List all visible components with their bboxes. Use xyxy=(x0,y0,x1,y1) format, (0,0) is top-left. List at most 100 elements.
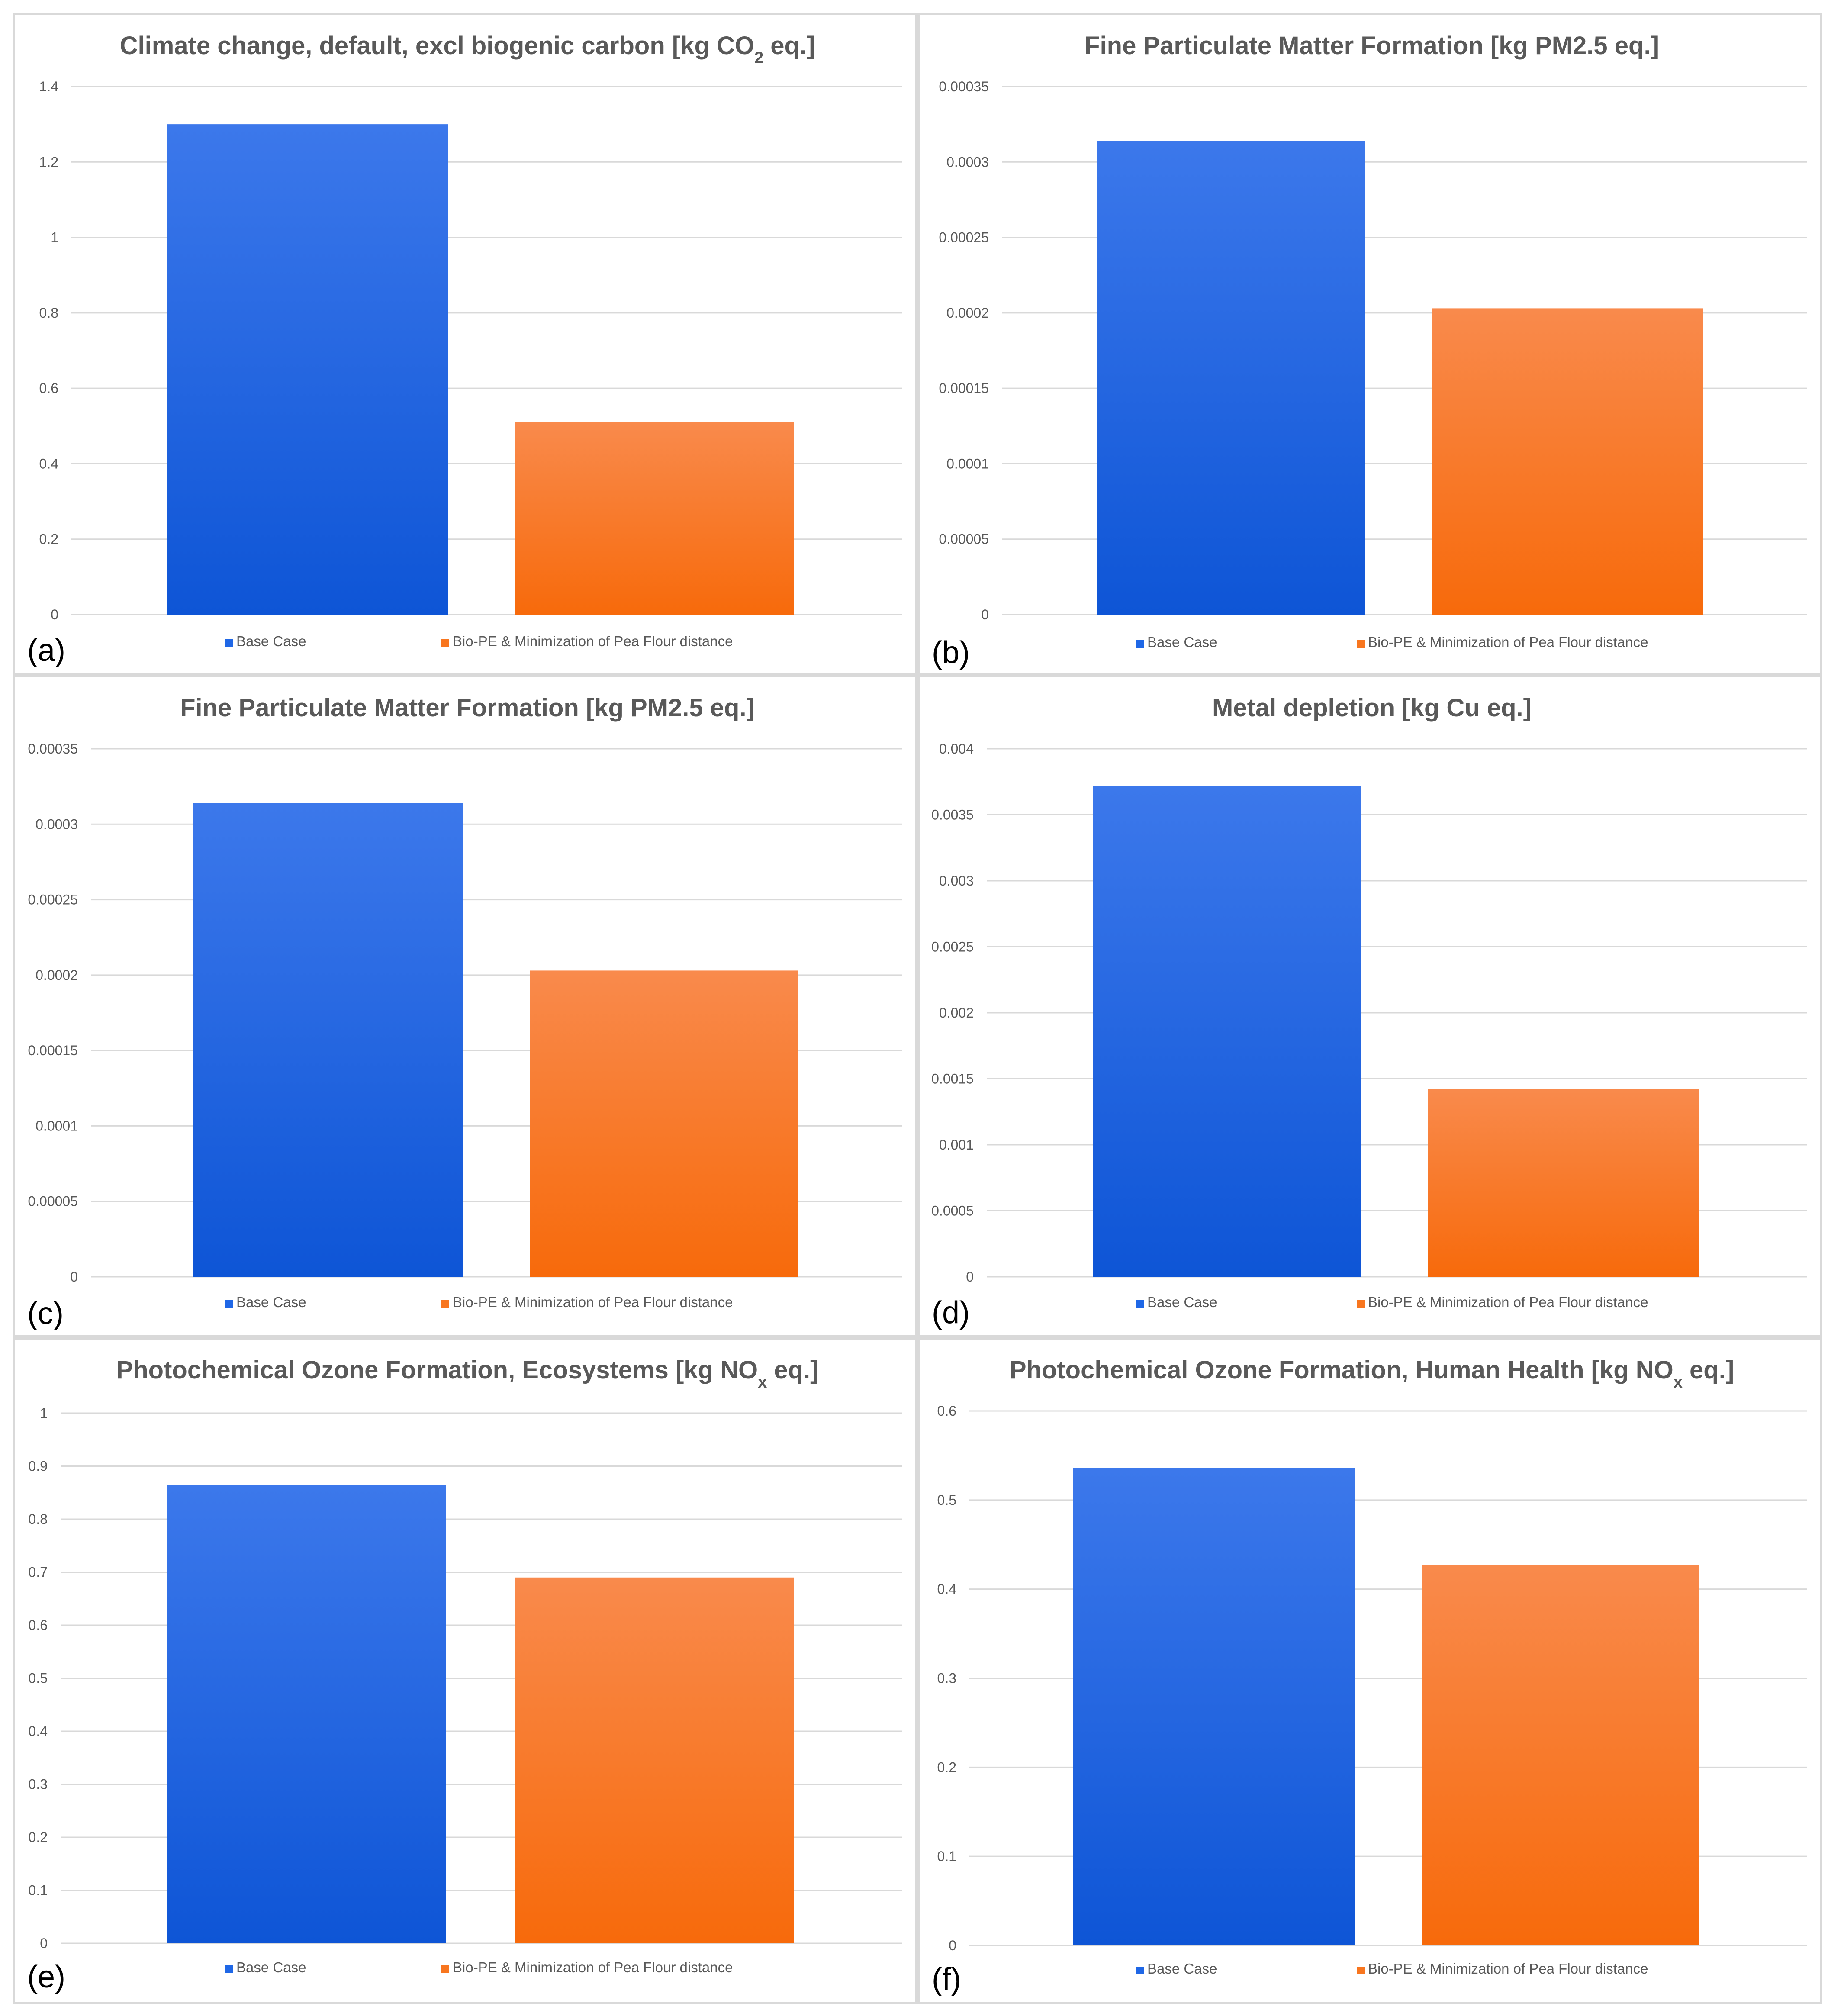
bar-bio-pe xyxy=(1422,1565,1699,1945)
chart-title: Metal depletion [kg Cu eq.] xyxy=(1212,694,1532,722)
bar-base-case xyxy=(1097,141,1365,615)
legend-swatch-bio-pe xyxy=(1357,1300,1365,1308)
chart-title: Photochemical Ozone Formation, Human Hea… xyxy=(1010,1356,1734,1391)
legend-label: Bio-PE & Minimization of Pea Flour dista… xyxy=(1368,1961,1648,1977)
panel-label: (c) xyxy=(27,1296,64,1331)
y-tick-label: 0.2 xyxy=(39,531,58,547)
chart-svg: Fine Particulate Matter Formation [kg PM… xyxy=(932,32,1807,670)
y-tick-label: 0.002 xyxy=(939,1005,974,1021)
y-tick-label: 0.0005 xyxy=(931,1203,974,1219)
y-tick-label: 0.004 xyxy=(939,741,974,757)
bar-base-case xyxy=(1093,786,1361,1277)
chart-svg: Photochemical Ozone Formation, Human Hea… xyxy=(932,1356,1807,1997)
chart-panel-c: Fine Particulate Matter Formation [kg PM… xyxy=(13,675,917,1337)
chart-panel-e: Photochemical Ozone Formation, Ecosystem… xyxy=(13,1337,917,2004)
bar-bio-pe xyxy=(515,1577,794,1943)
y-tick-label: 0.00015 xyxy=(28,1043,78,1058)
legend-swatch-base xyxy=(1136,1300,1144,1308)
y-tick-label: 0.003 xyxy=(939,873,974,889)
y-tick-label: 1 xyxy=(40,1405,48,1421)
chart-panel-b: Fine Particulate Matter Formation [kg PM… xyxy=(917,13,1822,675)
y-tick-label: 0.5 xyxy=(937,1492,956,1508)
bar-bio-pe xyxy=(1432,308,1703,615)
bar-base-case xyxy=(167,124,448,615)
y-tick-label: 0.6 xyxy=(937,1403,956,1419)
y-tick-label: 0.2 xyxy=(937,1759,956,1775)
y-tick-label: 0.0002 xyxy=(35,967,78,983)
bar-base-case xyxy=(193,803,463,1277)
legend-swatch-bio-pe xyxy=(441,1300,449,1308)
legend-label: Base Case xyxy=(236,633,306,649)
y-tick-label: 0.00015 xyxy=(939,380,989,396)
y-tick-label: 0 xyxy=(949,1938,956,1953)
chart-title: Climate change, default, excl biogenic c… xyxy=(120,32,815,67)
y-tick-label: 0.3 xyxy=(937,1671,956,1686)
legend-label: Bio-PE & Minimization of Pea Flour dista… xyxy=(1368,1294,1648,1310)
y-tick-label: 0.00035 xyxy=(939,79,989,94)
y-tick-label: 0.0003 xyxy=(946,154,989,170)
y-tick-label: 0.6 xyxy=(39,380,58,396)
y-tick-label: 0.2 xyxy=(29,1829,48,1845)
y-tick-label: 0.001 xyxy=(939,1137,974,1153)
panel-label: (b) xyxy=(932,635,970,670)
y-tick-label: 0.0035 xyxy=(931,807,974,823)
y-tick-label: 0.00035 xyxy=(28,741,78,757)
bar-base-case xyxy=(1073,1468,1355,1945)
bar-bio-pe xyxy=(515,422,794,615)
y-tick-label: 0.00025 xyxy=(939,230,989,245)
legend-swatch-base xyxy=(225,1300,233,1308)
chart-svg: Climate change, default, excl biogenic c… xyxy=(27,32,902,668)
y-tick-label: 0.5 xyxy=(29,1671,48,1686)
y-tick-label: 0.0025 xyxy=(931,939,974,955)
y-tick-label: 0.00005 xyxy=(939,531,989,547)
y-tick-label: 0 xyxy=(70,1269,78,1285)
legend-swatch-base xyxy=(225,639,233,647)
legend-swatch-bio-pe xyxy=(441,639,449,647)
y-tick-label: 0.8 xyxy=(39,305,58,321)
y-tick-label: 1 xyxy=(51,230,58,245)
y-tick-label: 0.0001 xyxy=(946,456,989,471)
chart-panel-d: Metal depletion [kg Cu eq.] 0 0.0005 0.001 0… xyxy=(917,675,1822,1337)
y-tick-label: 0.7 xyxy=(29,1565,48,1580)
chart-title: Fine Particulate Matter Formation [kg PM… xyxy=(180,694,755,722)
y-tick-label: 0.0003 xyxy=(35,816,78,832)
y-tick-label: 0 xyxy=(981,607,989,622)
y-tick-label: 0.0001 xyxy=(35,1118,78,1134)
y-tick-label: 0 xyxy=(51,607,58,622)
legend-swatch-bio-pe xyxy=(1357,1967,1365,1974)
y-tick-label: 0 xyxy=(966,1269,974,1285)
legend-swatch-base xyxy=(225,1965,233,1973)
legend-label: Base Case xyxy=(1147,1961,1217,1977)
y-tick-label: 0.1 xyxy=(29,1883,48,1898)
bar-bio-pe xyxy=(1428,1089,1699,1277)
y-tick-label: 0.8 xyxy=(29,1511,48,1527)
panel-label: (a) xyxy=(27,633,65,668)
chart-svg: Metal depletion [kg Cu eq.] 0 0.0005 0.001 0… xyxy=(931,694,1807,1330)
legend-swatch-base xyxy=(1136,1967,1144,1974)
legend-label: Bio-PE & Minimization of Pea Flour dista… xyxy=(453,633,733,649)
legend-label: Bio-PE & Minimization of Pea Flour dista… xyxy=(453,1959,733,1975)
y-tick-label: 0 xyxy=(40,1935,48,1951)
y-tick-label: 1.2 xyxy=(39,154,58,170)
legend-label: Base Case xyxy=(1147,1294,1217,1310)
y-tick-label: 0.4 xyxy=(29,1723,48,1739)
legend-swatch-bio-pe xyxy=(1357,640,1365,648)
legend-label: Bio-PE & Minimization of Pea Flour dista… xyxy=(453,1294,733,1310)
y-tick-label: 1.4 xyxy=(39,79,58,94)
chart-panel-a: Climate change, default, excl biogenic c… xyxy=(13,13,917,675)
legend-swatch-bio-pe xyxy=(441,1965,449,1973)
y-tick-label: 0.00025 xyxy=(28,892,78,908)
y-tick-label: 0.4 xyxy=(39,456,58,471)
panel-label: (d) xyxy=(932,1295,970,1330)
legend-label: Base Case xyxy=(236,1294,306,1310)
bar-bio-pe xyxy=(530,970,798,1277)
y-tick-label: 0.6 xyxy=(29,1617,48,1633)
y-tick-label: 0.9 xyxy=(29,1459,48,1474)
chart-title: Photochemical Ozone Formation, Ecosystem… xyxy=(116,1356,819,1391)
legend-swatch-base xyxy=(1136,640,1144,648)
legend-label: Base Case xyxy=(1147,634,1217,650)
bar-base-case xyxy=(167,1485,446,1943)
y-tick-label: 0.3 xyxy=(29,1777,48,1792)
chart-panel-f: Photochemical Ozone Formation, Human Hea… xyxy=(917,1337,1822,2004)
